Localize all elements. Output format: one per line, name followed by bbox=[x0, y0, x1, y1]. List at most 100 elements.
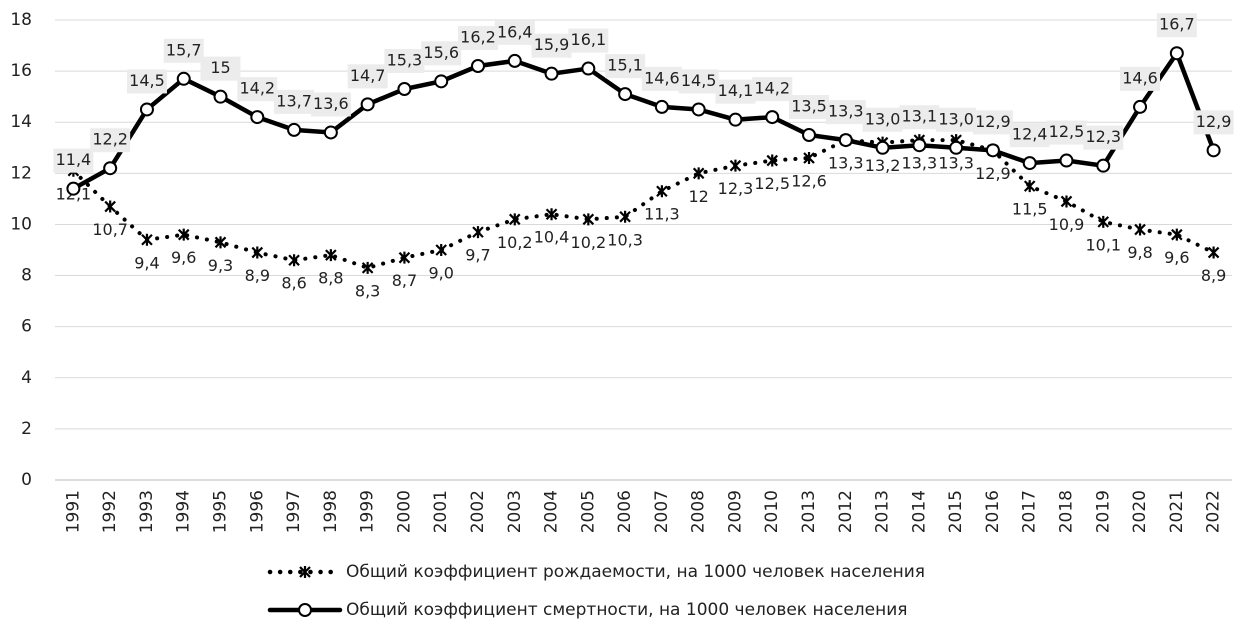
marker bbox=[875, 140, 890, 155]
marker bbox=[176, 71, 191, 86]
marker bbox=[912, 138, 927, 153]
data-label: 11,4 bbox=[56, 150, 92, 169]
y-tick-label: 0 bbox=[21, 470, 32, 490]
data-label: 12,3 bbox=[718, 179, 754, 198]
marker bbox=[728, 112, 743, 127]
data-label: 13,0 bbox=[865, 109, 901, 128]
y-tick-label: 16 bbox=[10, 61, 32, 81]
label-box bbox=[862, 107, 903, 132]
y-tick-label: 18 bbox=[10, 10, 32, 30]
data-label: 12,5 bbox=[1049, 122, 1085, 141]
label-box bbox=[715, 79, 756, 104]
marker bbox=[251, 246, 264, 259]
marker bbox=[1171, 228, 1183, 241]
x-tick-label: 2017 bbox=[1020, 490, 1040, 533]
data-label: 14,6 bbox=[1122, 68, 1158, 87]
data-label: 15,6 bbox=[423, 43, 459, 62]
marker bbox=[397, 82, 412, 96]
label-box bbox=[1120, 66, 1161, 91]
label-box bbox=[936, 107, 977, 132]
data-label: 10,4 bbox=[534, 228, 570, 247]
data-label: 13,3 bbox=[938, 154, 974, 173]
data-label: 12,9 bbox=[975, 112, 1011, 131]
marker bbox=[434, 74, 449, 89]
data-label: 10,1 bbox=[1085, 235, 1121, 254]
marker bbox=[618, 87, 633, 102]
marker bbox=[691, 102, 706, 117]
marker bbox=[103, 161, 118, 176]
legend-marker bbox=[299, 566, 311, 578]
marker bbox=[213, 89, 228, 104]
label-box bbox=[825, 100, 866, 125]
data-label: 15,7 bbox=[166, 40, 202, 59]
label-box bbox=[237, 77, 278, 102]
data-label: 14,1 bbox=[718, 81, 754, 100]
data-label: 13,5 bbox=[791, 97, 827, 116]
x-tick-label: 2005 bbox=[578, 490, 598, 533]
data-label: 9,4 bbox=[134, 253, 159, 272]
data-label: 16,2 bbox=[460, 28, 496, 47]
marker bbox=[985, 143, 1000, 158]
y-tick-label: 4 bbox=[21, 368, 32, 388]
label-box bbox=[1046, 120, 1087, 145]
data-label: 15,1 bbox=[607, 56, 643, 75]
x-tick-label: 1994 bbox=[174, 490, 194, 533]
data-label: 16,7 bbox=[1159, 15, 1195, 34]
x-tick-label: 2001 bbox=[431, 490, 451, 533]
x-tick-label: 2013 bbox=[873, 490, 893, 533]
marker bbox=[287, 122, 302, 137]
x-tick-label: 2008 bbox=[689, 490, 709, 533]
label-box bbox=[421, 41, 462, 66]
data-label: 8,3 bbox=[355, 281, 380, 300]
data-label: 10,7 bbox=[92, 220, 128, 239]
marker bbox=[1097, 215, 1110, 228]
x-tick-label: 1995 bbox=[211, 490, 231, 533]
data-label: 13,3 bbox=[828, 102, 864, 121]
data-label: 12,2 bbox=[92, 130, 128, 149]
x-tick-label: 2022 bbox=[1204, 490, 1224, 533]
marker bbox=[1096, 158, 1111, 173]
marker bbox=[104, 200, 116, 213]
marker bbox=[141, 233, 153, 246]
x-tick-label: 1996 bbox=[247, 490, 267, 533]
legend-marker bbox=[298, 603, 312, 617]
marker bbox=[323, 125, 338, 140]
data-label: 15 bbox=[210, 58, 230, 77]
label-box bbox=[384, 49, 425, 73]
data-label: 12,5 bbox=[754, 174, 790, 193]
marker bbox=[1206, 143, 1221, 158]
data-label: 13,3 bbox=[902, 154, 938, 173]
data-label: 13,1 bbox=[902, 107, 938, 126]
y-tick-label: 2 bbox=[21, 419, 32, 439]
x-tick-label: 2004 bbox=[542, 490, 562, 533]
data-label: 10,2 bbox=[497, 233, 533, 252]
label-box bbox=[1083, 125, 1124, 150]
data-label: 13,3 bbox=[828, 154, 864, 173]
marker bbox=[507, 53, 522, 68]
series-line bbox=[71, 138, 1216, 270]
data-label: 14,2 bbox=[754, 79, 790, 98]
x-tick-label: 2012 bbox=[836, 490, 856, 533]
data-label: 12,4 bbox=[1012, 125, 1048, 144]
data-label: 15,3 bbox=[387, 51, 423, 70]
marker bbox=[766, 154, 779, 167]
data-label: 8,7 bbox=[392, 271, 417, 290]
data-label: 13,2 bbox=[865, 156, 901, 175]
x-tick-label: 2018 bbox=[1056, 490, 1076, 533]
data-label: 16,4 bbox=[497, 22, 533, 41]
data-label: 14,2 bbox=[239, 79, 275, 98]
data-label: 11,3 bbox=[644, 205, 680, 224]
x-tick-label: 1998 bbox=[321, 490, 341, 533]
label-box bbox=[899, 105, 940, 130]
marker bbox=[1022, 156, 1037, 171]
marker bbox=[250, 110, 265, 125]
marker bbox=[1133, 99, 1148, 114]
legend-label: Общий коэффициент рождаемости, на 1000 ч… bbox=[346, 562, 925, 582]
marker bbox=[803, 152, 815, 164]
data-label: 8,6 bbox=[281, 274, 306, 293]
data-label: 9,6 bbox=[1164, 248, 1189, 267]
data-label: 10,2 bbox=[571, 233, 607, 252]
x-tick-label: 1999 bbox=[358, 490, 378, 533]
x-tick-label: 2021 bbox=[1167, 490, 1187, 533]
x-tick-label: 2016 bbox=[983, 490, 1003, 533]
